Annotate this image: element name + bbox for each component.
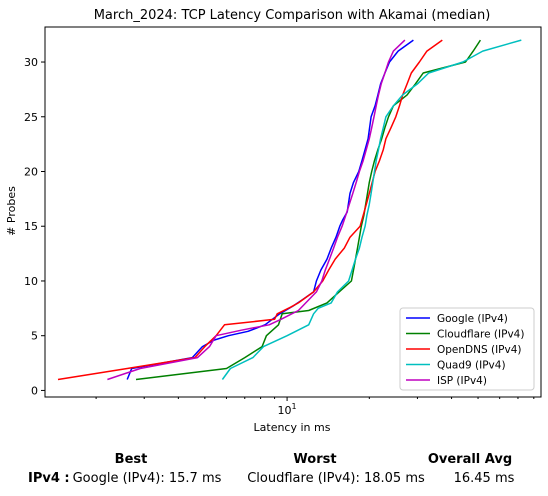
ipv4-row-label: IPv4 : (28, 471, 70, 486)
overall-avg-value: 16.45 ms (453, 471, 515, 486)
legend-label-3: Quad9 (IPv4) (437, 360, 506, 372)
legend-label-0: Google (IPv4) (437, 313, 508, 325)
best-header: Best (114, 452, 148, 467)
best-value: Google (IPv4): 15.7 ms (72, 471, 222, 486)
y-axis-label: # Probes (5, 186, 18, 236)
y-tick-label: 20 (24, 165, 38, 178)
legend-box (399, 307, 535, 391)
y-tick-label: 10 (24, 275, 38, 288)
y-tick-label: 15 (24, 220, 38, 233)
x-axis-label: Latency in ms (254, 421, 331, 434)
x-tick-label: 101 (278, 402, 297, 417)
y-tick-label: 0 (31, 384, 38, 397)
y-tick-label: 25 (24, 111, 38, 124)
legend-label-1: Cloudflare (IPv4) (437, 329, 524, 341)
legend: Google (IPv4) Cloudflare (IPv4) OpenDNS (I… (399, 307, 535, 391)
series-line-3 (221, 39, 522, 380)
worst-header: Worst (293, 452, 337, 467)
y-tick-label: 5 (31, 330, 38, 343)
series-line-2 (57, 39, 443, 381)
legend-label-4: ISP (IPv4) (437, 375, 487, 387)
y-tick-label: 30 (24, 56, 38, 69)
chart-title: March_2024: TCP Latency Comparison with … (94, 8, 491, 23)
worst-value: Cloudflare (IPv4): 18.05 ms (247, 471, 425, 486)
latency-chart: March_2024: TCP Latency Comparison with … (5, 8, 542, 434)
series-line-0 (126, 39, 414, 380)
summary-table: Best Worst Overall Avg IPv4 : Google (IP… (0, 448, 548, 496)
series-line-4 (107, 39, 406, 381)
plot-area: 0 5 10 15 20 25 30 101 (24, 26, 542, 417)
legend-label-2: OpenDNS (IPv4) (437, 344, 522, 356)
overall-avg-header: Overall Avg (427, 452, 513, 467)
axes-frame (44, 26, 542, 398)
